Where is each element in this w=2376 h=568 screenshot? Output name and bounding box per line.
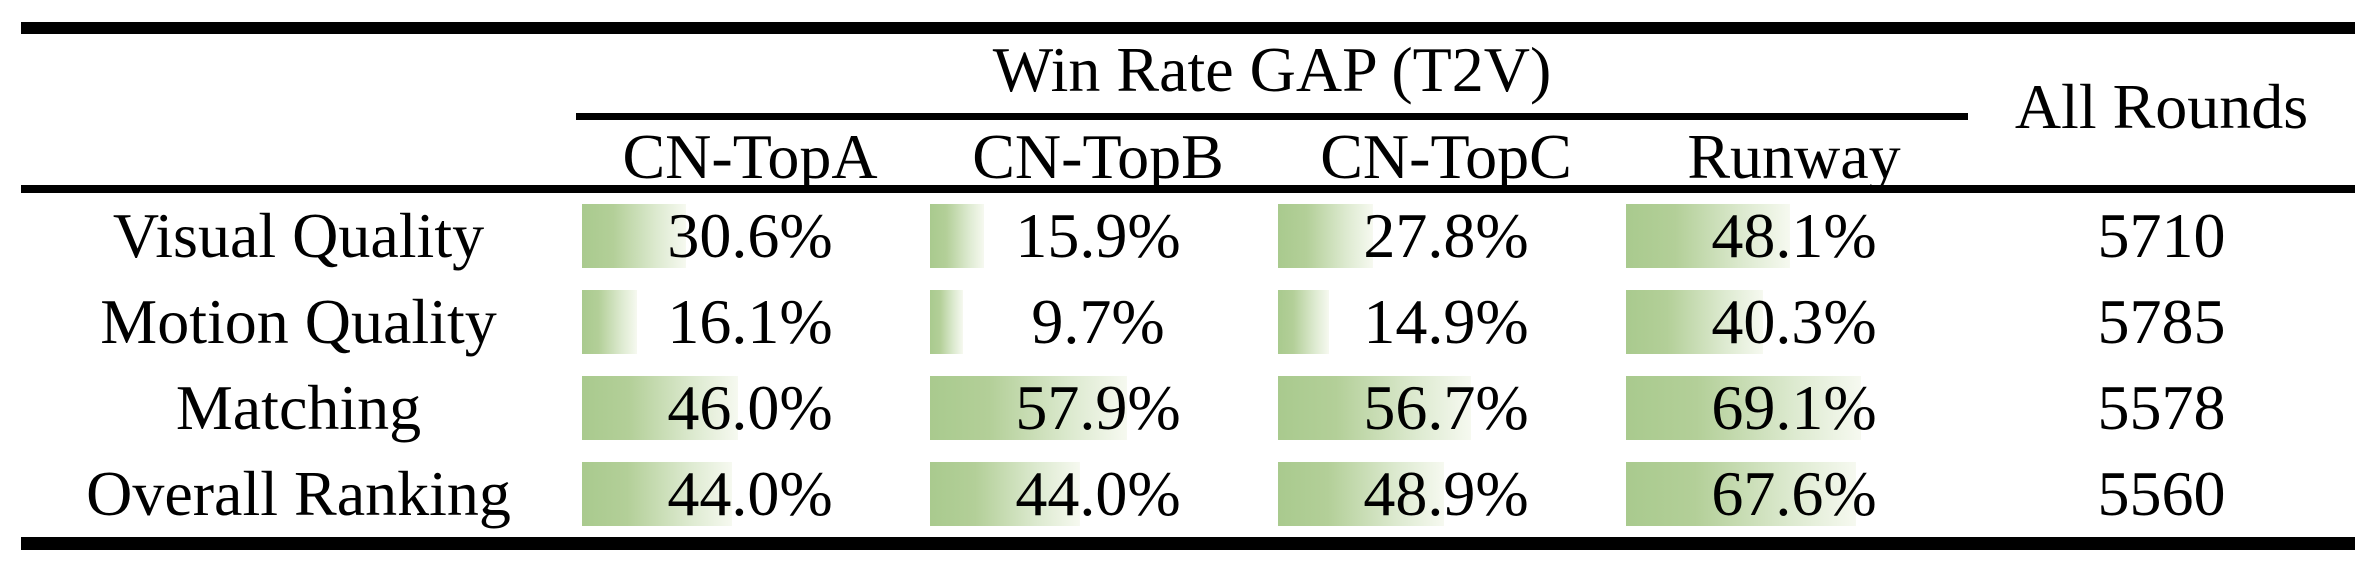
win-rate-value: 44.0% <box>667 458 833 529</box>
win-rate-bar <box>1626 204 1790 268</box>
win-rate-cell: 46.0% <box>576 365 924 451</box>
win-rate-bar <box>1626 290 1764 354</box>
column-header-row: CN-TopA CN-TopB CN-TopC Runway <box>576 120 1968 192</box>
win-rate-value: 57.9% <box>1015 372 1181 443</box>
column-header-runway: Runway <box>1687 121 1901 192</box>
header-separator-rule <box>21 185 2355 193</box>
column-header-all-rounds: All Rounds <box>2014 70 2309 142</box>
win-rate-value: 69.1% <box>1711 372 1877 443</box>
row-label: Motion Quality <box>100 286 497 357</box>
table-bottom-rule <box>21 537 2355 550</box>
win-rate-value: 16.1% <box>667 286 833 357</box>
table-top-rule <box>21 22 2355 34</box>
table-row: Matching 46.0% 57.9% 56.7% 69.1% 5578 <box>21 365 2355 451</box>
win-rate-bar <box>930 462 1080 526</box>
win-rate-cell: 44.0% <box>924 451 1272 537</box>
win-rate-bar <box>582 376 739 440</box>
win-rate-bar <box>582 204 687 268</box>
win-rate-value: 56.7% <box>1363 372 1529 443</box>
table-row: Overall Ranking 44.0% 44.0% 48.9% 67.6% 5560 <box>21 451 2355 537</box>
column-header-cn-topa: CN-TopA <box>622 121 878 192</box>
win-rate-cell: 48.1% <box>1620 193 1968 279</box>
row-label: Visual Quality <box>112 200 485 271</box>
win-rate-cell: 67.6% <box>1620 451 1968 537</box>
win-rate-cell: 16.1% <box>576 279 924 365</box>
table-row: Visual Quality 30.6% 15.9% 27.8% 48.1% 5710 <box>21 193 2355 279</box>
win-rate-bar <box>930 376 1127 440</box>
win-rate-bar <box>1278 290 1329 354</box>
row-label: Overall Ranking <box>86 458 511 529</box>
win-rate-bar <box>930 204 985 268</box>
win-rate-cell: 14.9% <box>1272 279 1620 365</box>
all-rounds-value: 5560 <box>2097 458 2226 529</box>
win-rate-cell: 48.9% <box>1272 451 1620 537</box>
win-rate-value: 48.1% <box>1711 200 1877 271</box>
all-rounds-value: 5578 <box>2097 372 2226 443</box>
table-row: Motion Quality 16.1% 9.7% 14.9% 40.3% 5785 <box>21 279 2355 365</box>
win-rate-cell: 56.7% <box>1272 365 1620 451</box>
win-rate-bar <box>1278 462 1445 526</box>
win-rate-value: 44.0% <box>1015 458 1181 529</box>
win-rate-bar <box>930 290 963 354</box>
win-rate-cell: 9.7% <box>924 279 1272 365</box>
win-rate-value: 15.9% <box>1015 200 1181 271</box>
column-header-cn-topc: CN-TopC <box>1320 121 1572 192</box>
table-body: Visual Quality 30.6% 15.9% 27.8% 48.1% 5710 Mo… <box>21 193 2355 537</box>
win-rate-value: 40.3% <box>1711 286 1877 357</box>
win-rate-value: 9.7% <box>1031 286 1165 357</box>
win-rate-cell: 15.9% <box>924 193 1272 279</box>
win-rate-cell: 69.1% <box>1620 365 1968 451</box>
win-rate-bar <box>1278 376 1471 440</box>
column-header-cn-topb: CN-TopB <box>972 121 1224 192</box>
win-rate-value: 67.6% <box>1711 458 1877 529</box>
win-rate-bar <box>1626 462 1856 526</box>
group-header-win-rate-gap: Win Rate GAP (T2V) <box>992 34 1552 105</box>
row-label: Matching <box>175 372 422 443</box>
win-rate-value: 48.9% <box>1363 458 1529 529</box>
win-rate-bar <box>582 462 732 526</box>
win-rate-value: 30.6% <box>667 200 833 271</box>
win-rate-value: 46.0% <box>667 372 833 443</box>
win-rate-cell: 44.0% <box>576 451 924 537</box>
group-header-underline <box>576 113 1968 120</box>
win-rate-bar <box>582 290 637 354</box>
win-rate-cell: 40.3% <box>1620 279 1968 365</box>
all-rounds-value: 5710 <box>2097 200 2226 271</box>
win-rate-value: 27.8% <box>1363 200 1529 271</box>
win-rate-bar <box>1278 204 1373 268</box>
win-rate-cell: 27.8% <box>1272 193 1620 279</box>
win-rate-value: 14.9% <box>1363 286 1529 357</box>
all-rounds-value: 5785 <box>2097 286 2226 357</box>
win-rate-cell: 30.6% <box>576 193 924 279</box>
win-rate-cell: 57.9% <box>924 365 1272 451</box>
win-rate-bar <box>1626 376 1861 440</box>
